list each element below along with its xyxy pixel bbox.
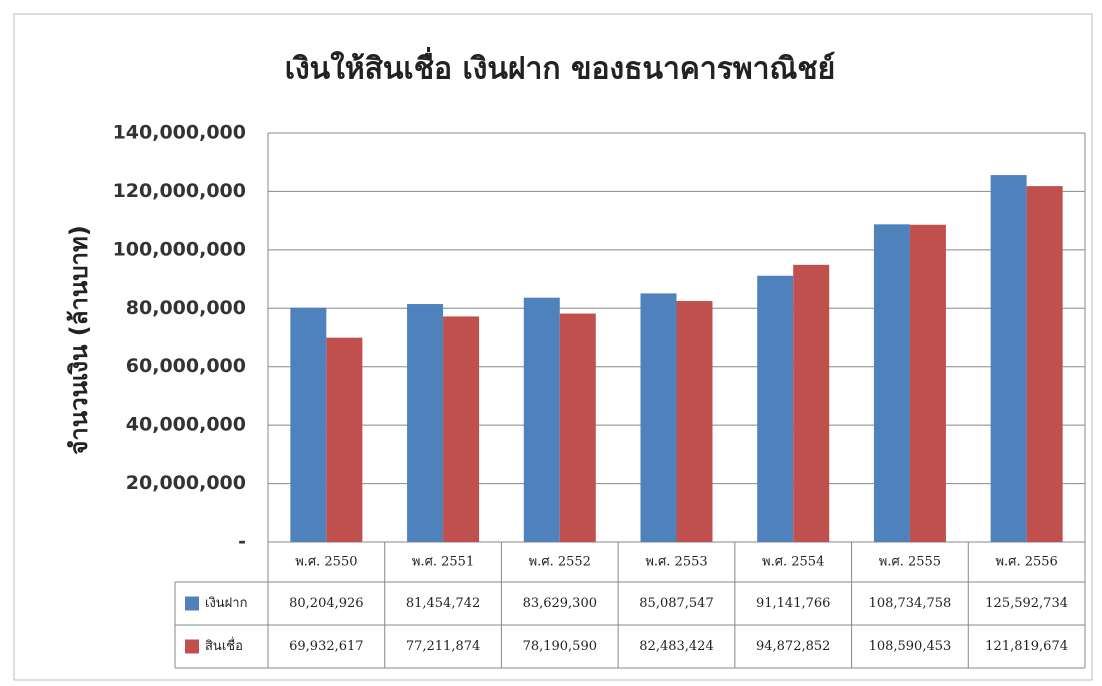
- y-tick-label: 120,000,000: [113, 180, 246, 202]
- chart-title: เงินให้สินเชื่อ เงินฝาก ของธนาคารพาณิชย์: [285, 47, 835, 87]
- table-value: 108,590,453: [869, 639, 952, 654]
- bar: [407, 304, 444, 542]
- bar: [1026, 186, 1063, 542]
- table-value: 78,190,590: [523, 639, 597, 654]
- table-value: 94,872,852: [756, 639, 830, 654]
- y-tick-label: -: [238, 531, 246, 553]
- bar: [640, 293, 677, 542]
- legend-label: สินเชื่อ: [205, 637, 243, 654]
- y-tick-label: 100,000,000: [113, 238, 246, 260]
- bar: [559, 313, 596, 542]
- y-tick-label: 20,000,000: [126, 472, 246, 494]
- table-value: 91,141,766: [756, 596, 830, 611]
- bar: [290, 307, 327, 542]
- bar: [909, 224, 946, 542]
- table-value: 81,454,742: [406, 596, 480, 611]
- bar: [676, 301, 713, 542]
- x-tick-label: พ.ศ. 2551: [412, 555, 474, 570]
- y-tick-label: 40,000,000: [126, 414, 246, 436]
- x-tick-label: พ.ศ. 2554: [762, 555, 824, 570]
- table-value: 121,819,674: [985, 639, 1068, 654]
- x-tick-label: พ.ศ. 2553: [645, 555, 707, 570]
- table-value: 83,629,300: [523, 596, 597, 611]
- x-tick-label: พ.ศ. 2556: [995, 555, 1057, 570]
- bar: [326, 337, 363, 542]
- table-value: 85,087,547: [639, 596, 713, 611]
- table-value: 82,483,424: [639, 639, 713, 654]
- legend-swatch: [185, 596, 199, 611]
- y-tick-label: 60,000,000: [126, 355, 246, 377]
- table-value: 80,204,926: [289, 596, 363, 611]
- table-value: 77,211,874: [406, 639, 480, 654]
- table-value: 125,592,734: [985, 596, 1068, 611]
- table-value: 69,932,617: [289, 639, 363, 654]
- bar: [523, 297, 560, 542]
- y-axis-label: จำนวนเงิน (ล้านบาท): [65, 225, 93, 455]
- table-value: 108,734,758: [869, 596, 952, 611]
- legend-label: เงินฝาก: [205, 596, 247, 611]
- legend-swatch: [185, 639, 199, 654]
- bar: [443, 316, 480, 542]
- bar: [873, 224, 910, 542]
- x-tick-label: พ.ศ. 2552: [529, 555, 591, 570]
- y-tick-label: 140,000,000: [113, 122, 246, 144]
- bar: [990, 175, 1027, 543]
- bar: [757, 275, 794, 542]
- x-tick-label: พ.ศ. 2550: [295, 555, 357, 570]
- chart-border: [13, 13, 1093, 681]
- y-tick-label: 80,000,000: [126, 297, 246, 319]
- bar: [793, 264, 830, 542]
- x-tick-label: พ.ศ. 2555: [879, 555, 941, 570]
